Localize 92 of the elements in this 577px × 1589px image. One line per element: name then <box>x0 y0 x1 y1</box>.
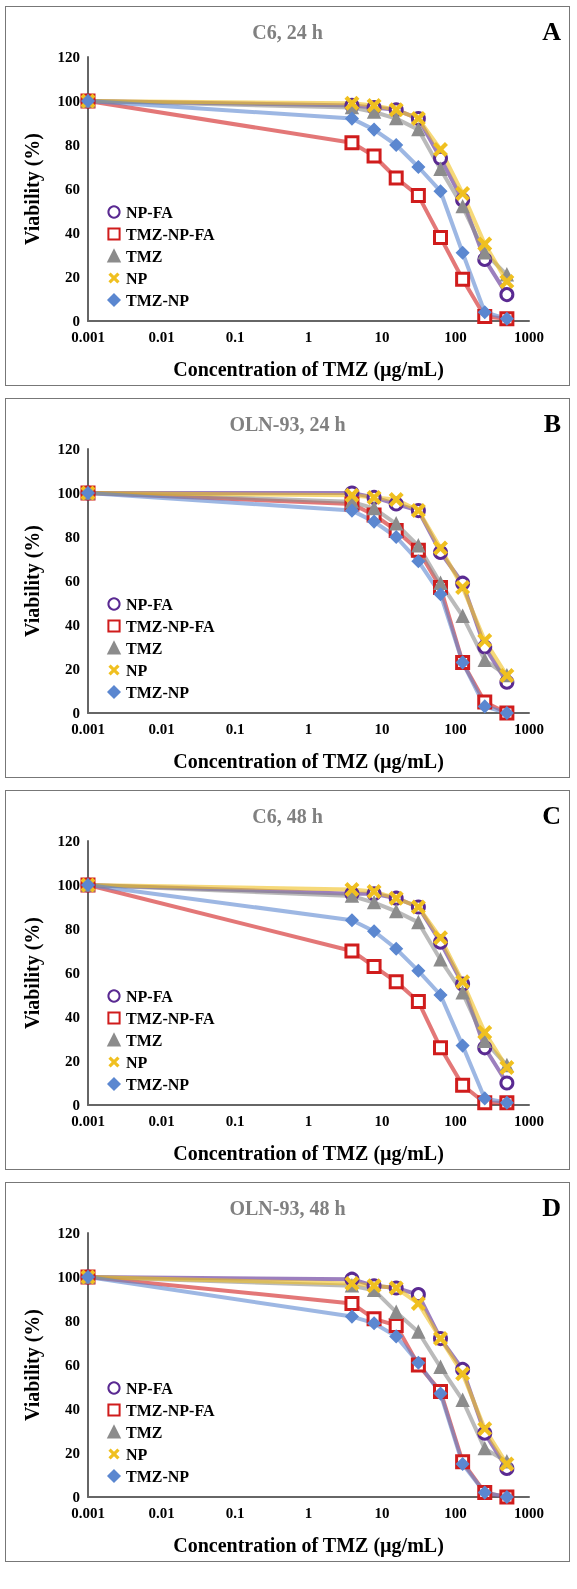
y-tick-label: 120 <box>57 1225 80 1241</box>
chart-title: OLN-93, 24 h <box>229 413 346 435</box>
text: D <box>542 1193 561 1223</box>
legend-label: NP-FA <box>126 987 174 1005</box>
x-tick-label: 1000 <box>514 1112 544 1129</box>
legend-label: NP-FA <box>126 1379 174 1397</box>
x-tick-label: 0.01 <box>148 1112 175 1129</box>
x-tick-label: 0.001 <box>71 720 105 737</box>
chart-title: C6, 48 h <box>252 805 323 827</box>
y-axis-title: Viability (%) <box>21 1308 44 1422</box>
y-tick-label: 0 <box>72 313 80 329</box>
legend-label: TMZ-NP <box>126 683 190 701</box>
x-tick-label: 1 <box>304 1112 313 1129</box>
legend-label: TMZ-NP <box>126 291 190 309</box>
x-tick-label: 1 <box>304 328 313 345</box>
y-tick-label: 120 <box>57 49 80 65</box>
x-tick-label: 1 <box>304 1504 313 1521</box>
legend-label: NP <box>126 269 148 287</box>
x-tick-label: 0.1 <box>225 328 245 345</box>
y-tick-label: 100 <box>57 1269 80 1285</box>
legend-label: TMZ-NP-FA <box>126 225 216 243</box>
y-tick-label: 80 <box>65 1313 80 1329</box>
text: C <box>542 801 561 831</box>
legend-label: TMZ <box>126 1423 163 1441</box>
legend-label: TMZ-NP <box>126 1467 190 1485</box>
y-tick-label: 60 <box>65 573 80 589</box>
legend-label: NP-FA <box>126 595 174 613</box>
legend-label: TMZ-NP-FA <box>126 1009 216 1027</box>
x-tick-label: 0.1 <box>225 1504 245 1521</box>
x-tick-label: 100 <box>444 1504 467 1521</box>
y-tick-label: 0 <box>72 1489 80 1505</box>
x-tick-label: 0.01 <box>148 328 175 345</box>
y-tick-label: 100 <box>57 485 80 501</box>
x-tick-label: 100 <box>444 1112 467 1129</box>
x-tick-label: 100 <box>444 328 467 345</box>
y-tick-label: 80 <box>65 529 80 545</box>
y-tick-label: 40 <box>65 1401 80 1417</box>
x-axis-title: Concentration of TMZ (µg/mL) <box>173 358 444 381</box>
x-tick-label: 1000 <box>514 328 544 345</box>
legend-label: TMZ-NP <box>126 1075 190 1093</box>
y-tick-label: 20 <box>65 661 80 677</box>
legend-label: TMZ <box>126 639 163 657</box>
y-tick-label: 60 <box>65 181 80 197</box>
y-tick-label: 100 <box>57 93 80 109</box>
x-tick-label: 0.001 <box>71 1504 105 1521</box>
x-tick-label: 10 <box>374 328 390 345</box>
legend-label: TMZ-NP-FA <box>126 1401 216 1419</box>
chart-title: OLN-93, 48 h <box>229 1197 346 1219</box>
x-tick-label: 10 <box>374 1112 390 1129</box>
y-tick-label: 60 <box>65 965 80 981</box>
x-tick-label: 10 <box>374 1504 390 1521</box>
y-tick-label: 100 <box>57 877 80 893</box>
legend-label: NP-FA <box>126 203 174 221</box>
y-tick-label: 40 <box>65 1009 80 1025</box>
legend-label: NP <box>126 1053 148 1071</box>
y-tick-label: 0 <box>72 705 80 721</box>
x-tick-label: 10 <box>374 720 390 737</box>
x-tick-label: 0.01 <box>148 720 175 737</box>
x-tick-label: 1000 <box>514 1504 544 1521</box>
y-tick-label: 40 <box>65 225 80 241</box>
legend-label: NP <box>126 1445 148 1463</box>
x-tick-label: 0.001 <box>71 1112 105 1129</box>
y-axis-title: Viability (%) <box>21 916 44 1030</box>
y-tick-label: 20 <box>65 1445 80 1461</box>
x-tick-label: 1 <box>304 720 313 737</box>
x-tick-label: 1000 <box>514 720 544 737</box>
y-tick-label: 20 <box>65 1053 80 1069</box>
x-axis-title: Concentration of TMZ (µg/mL) <box>173 750 444 773</box>
y-axis-title: Viability (%) <box>21 524 44 638</box>
x-axis-title: Concentration of TMZ (µg/mL) <box>173 1142 444 1165</box>
text: B <box>543 409 561 439</box>
text: A <box>542 17 561 47</box>
legend-label: TMZ-NP-FA <box>126 617 216 635</box>
x-tick-label: 0.1 <box>225 720 245 737</box>
x-axis-title: Concentration of TMZ (µg/mL) <box>173 1534 444 1557</box>
x-tick-label: 0.01 <box>148 1504 175 1521</box>
y-tick-label: 80 <box>65 137 80 153</box>
chart-title: C6, 24 h <box>252 21 323 43</box>
y-tick-label: 0 <box>72 1097 80 1113</box>
y-tick-label: 120 <box>57 441 80 457</box>
y-tick-label: 40 <box>65 617 80 633</box>
legend-label: NP <box>126 661 148 679</box>
y-axis-title: Viability (%) <box>21 132 44 246</box>
legend-label: TMZ <box>126 1031 163 1049</box>
y-tick-label: 120 <box>57 833 80 849</box>
x-tick-label: 0.1 <box>225 1112 245 1129</box>
legend-label: TMZ <box>126 247 163 265</box>
y-tick-label: 20 <box>65 269 80 285</box>
y-tick-label: 80 <box>65 921 80 937</box>
y-tick-label: 60 <box>65 1357 80 1373</box>
x-tick-label: 0.001 <box>71 328 105 345</box>
x-tick-label: 100 <box>444 720 467 737</box>
